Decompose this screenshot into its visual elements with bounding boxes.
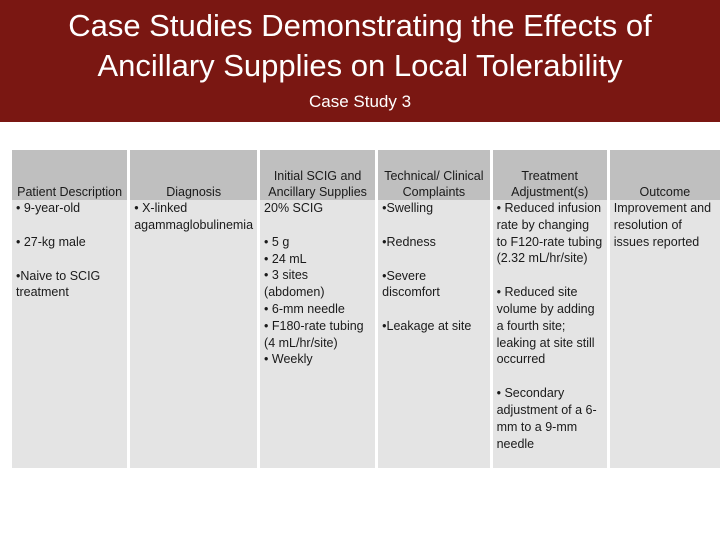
scig-concentration: 20% SCIG	[264, 201, 324, 215]
scig-tubing: • F180-rate tubing (4 mL/hr/site)	[264, 318, 364, 350]
adjustment-needle: • Secondary adjustment of a 6-mm to a 9-…	[496, 386, 597, 451]
adjustment-rate: • Reduced infusion rate by changing to F…	[496, 201, 603, 266]
case-study-table: Patient Description Diagnosis Initial SC…	[12, 150, 720, 468]
complaint-redness: •Redness	[382, 234, 436, 249]
scig-sites: • 3 sites (abdomen)	[264, 268, 325, 300]
cell-initial-scig: 20% SCIG • 5 g • 24 mL • 3 sites (abdome…	[260, 200, 379, 468]
header-complaints: Technical/ Clinical Complaints	[378, 150, 493, 200]
slide-header: Case Studies Demonstrating the Effects o…	[0, 0, 720, 122]
patient-naive: •Naive to SCIG treatment	[16, 268, 101, 300]
cell-outcome: Improvement and resolution of issues rep…	[609, 200, 720, 468]
scig-frequency: • Weekly	[264, 352, 313, 367]
adjustment-site-volume: • Reduced site volume by adding a fourth…	[496, 285, 595, 367]
patient-age: • 9-year-old	[16, 201, 81, 215]
title-line-2: Ancillary Supplies on Local Tolerability	[97, 48, 623, 83]
table-header-row: Patient Description Diagnosis Initial SC…	[12, 150, 720, 200]
complaint-swelling: •Swelling	[382, 201, 434, 215]
header-outcome: Outcome	[609, 150, 720, 200]
complaint-discomfort: •Severe discomfort	[382, 268, 440, 300]
scig-dose: • 5 g	[264, 234, 290, 249]
cell-complaints: •Swelling •Redness •Severe discomfort •L…	[378, 200, 493, 468]
diagnosis-text: • X-linked agammaglobulinemia	[134, 201, 254, 232]
header-initial-scig: Initial SCIG and Ancillary Supplies	[260, 150, 379, 200]
cell-adjustments: • Reduced infusion rate by changing to F…	[492, 200, 610, 468]
cell-diagnosis: • X-linked agammaglobulinemia	[130, 200, 261, 468]
slide-subtitle: Case Study 3	[308, 92, 412, 111]
header-patient-description: Patient Description	[12, 150, 131, 200]
outcome-text: Improvement and resolution of issues rep…	[613, 201, 712, 249]
header-adjustments: Treatment Adjustment(s)	[492, 150, 610, 200]
cell-patient-description: • 9-year-old • 27-kg male •Naive to SCIG…	[12, 200, 131, 468]
table-row: • 9-year-old • 27-kg male •Naive to SCIG…	[12, 200, 720, 468]
complaint-leakage: •Leakage at site	[382, 319, 472, 334]
slide-title: Case Studies Demonstrating the Effects o…	[0, 6, 720, 86]
scig-needle: • 6-mm needle	[264, 301, 345, 316]
scig-volume: • 24 mL	[264, 251, 307, 266]
title-line-1: Case Studies Demonstrating the Effects o…	[68, 8, 652, 43]
header-diagnosis: Diagnosis	[130, 150, 261, 200]
patient-weight: • 27-kg male	[16, 234, 86, 249]
